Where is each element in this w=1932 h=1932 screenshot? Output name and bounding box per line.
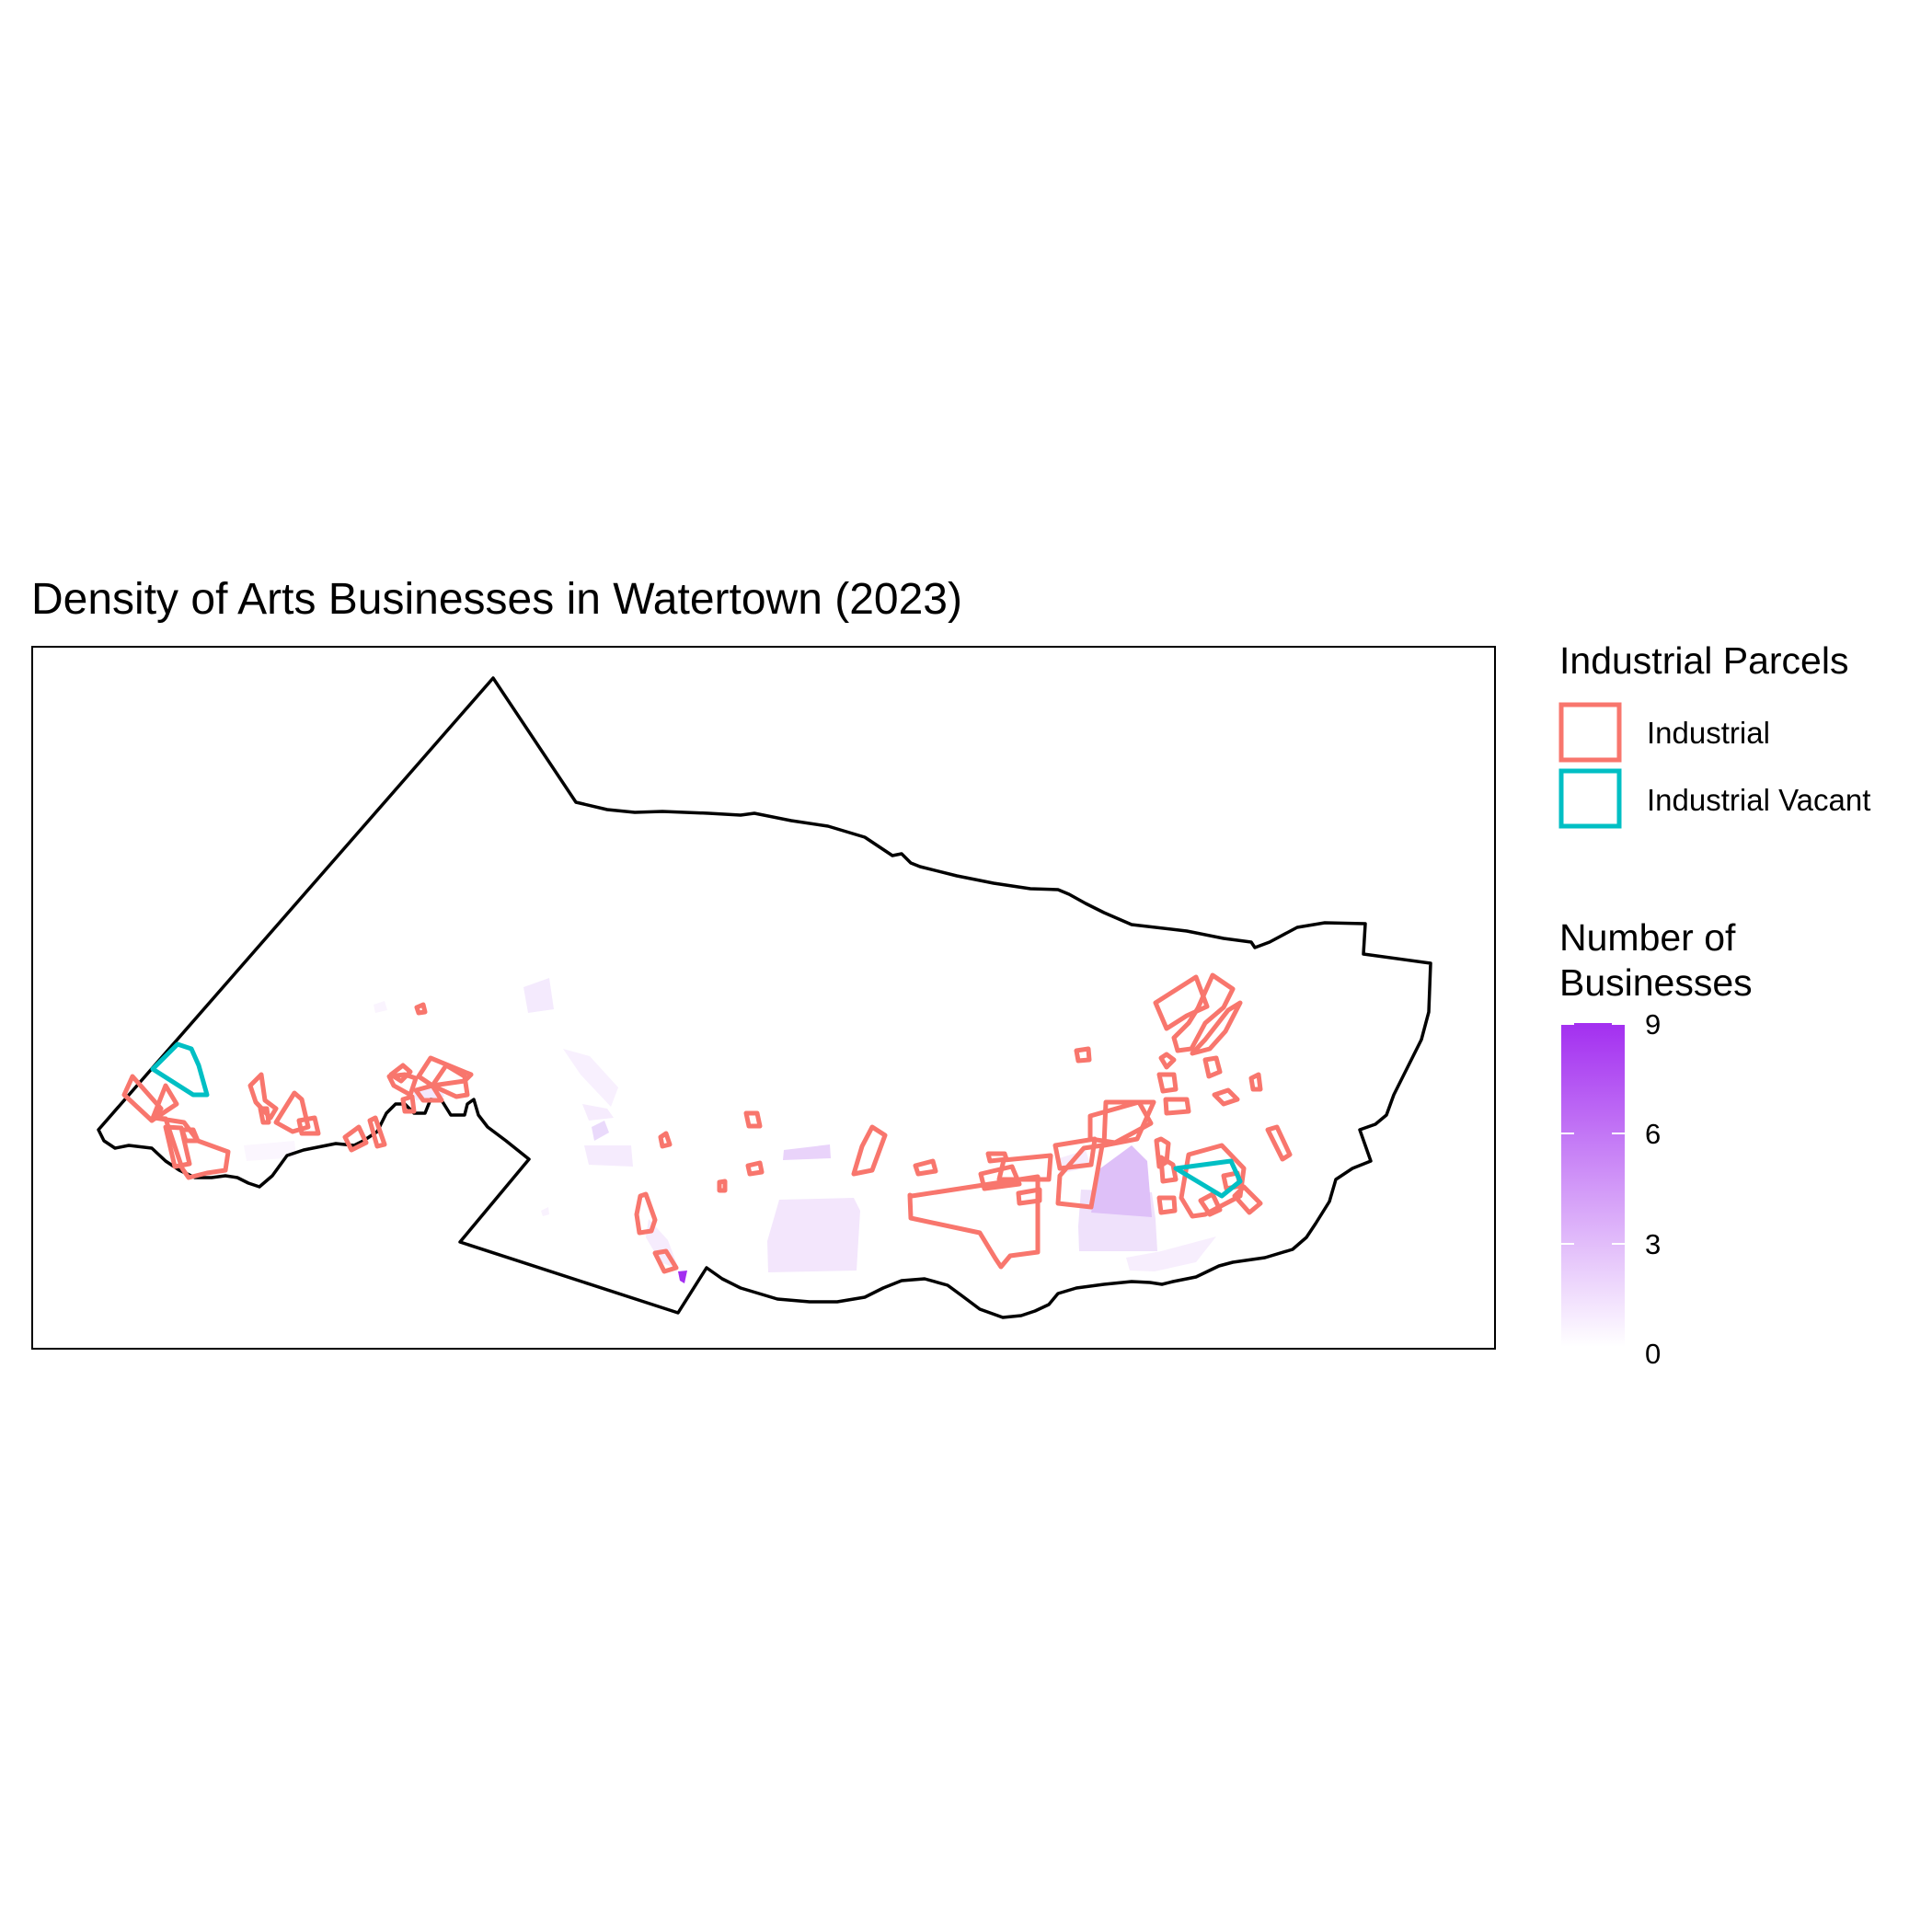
density-parcel — [767, 1198, 860, 1272]
industrial-parcel — [296, 1115, 321, 1136]
industrial-parcel — [367, 1115, 387, 1149]
industrial-parcel — [1101, 1099, 1156, 1148]
industrial-parcel — [1232, 1184, 1263, 1215]
density-parcel — [563, 1049, 618, 1107]
industrial-parcel — [743, 1110, 763, 1129]
industrial-parcel — [258, 1106, 271, 1125]
industrial-parcel — [1212, 1087, 1240, 1107]
legend-density-title-line2: Businesses — [1559, 961, 1753, 1004]
industrial-parcel — [1198, 1191, 1223, 1217]
industrial-parcel — [1055, 1143, 1105, 1210]
colorbar-tick-label-6: 6 — [1645, 1118, 1661, 1150]
industrial-parcel — [388, 1063, 413, 1084]
legend-density-title-line1: Number of — [1559, 916, 1736, 959]
industrial-parcel — [1163, 1097, 1191, 1116]
density-parcel — [541, 1207, 549, 1216]
legend-label-industrial: Industrial — [1647, 716, 1770, 750]
industrial-parcel — [400, 1094, 417, 1114]
legend-parcels-title: Industrial Parcels — [1559, 639, 1848, 682]
industrial-parcel — [179, 1127, 201, 1144]
colorbar-tick-label-9: 9 — [1645, 1008, 1661, 1041]
density-parcel — [582, 1104, 614, 1121]
industrial-parcel — [1265, 1124, 1293, 1162]
industrial-parcel — [717, 1179, 728, 1193]
industrial-parcel — [1156, 1195, 1178, 1215]
legend-industrial-parcels: Industrial Parcels Industrial Industrial… — [1558, 639, 1870, 829]
industrial-parcel — [342, 1124, 369, 1153]
density-parcel — [783, 1144, 831, 1160]
industrial-parcel — [634, 1191, 658, 1236]
density-parcel — [678, 1271, 687, 1283]
industrial-parcel — [1248, 1072, 1263, 1092]
legend-swatch-industrial-vacant — [1558, 768, 1622, 829]
legend-swatch-industrial — [1558, 702, 1622, 763]
density-parcel — [244, 1141, 296, 1161]
industrial-vacant-parcels — [150, 1041, 1243, 1199]
industrial-parcel — [247, 1072, 279, 1121]
map-title: Density of Arts Businesses in Watertown … — [31, 575, 962, 624]
density-parcel — [523, 978, 554, 1013]
industrial-parcel — [273, 1090, 311, 1134]
colorbar-tick-label-3: 3 — [1645, 1228, 1661, 1260]
industrial-parcel — [913, 1158, 938, 1177]
industrial-parcel — [414, 1002, 428, 1016]
industrial-parcel — [1158, 1155, 1179, 1184]
industrial-vacant-parcel — [1173, 1158, 1243, 1199]
industrial-parcel — [1074, 1046, 1092, 1064]
industrial-parcel — [1016, 1187, 1042, 1206]
industrial-parcel — [1190, 1000, 1243, 1056]
industrial-parcel — [163, 1124, 192, 1169]
industrial-parcel — [658, 1131, 673, 1149]
industrial-parcel — [430, 1063, 470, 1099]
colorbar-tick-label-0: 0 — [1645, 1338, 1661, 1370]
industrial-parcel — [996, 1153, 1053, 1182]
industrial-parcel — [1171, 972, 1236, 1053]
industrial-parcels — [121, 972, 1293, 1274]
density-parcel — [584, 1145, 633, 1167]
industrial-parcel — [1052, 1136, 1098, 1171]
density-parcel — [592, 1121, 609, 1141]
density-parcel — [374, 1001, 387, 1013]
industrial-parcel — [1221, 1170, 1243, 1191]
density-layer — [244, 978, 1216, 1283]
industrial-parcel — [907, 1174, 1041, 1270]
industrial-parcel — [745, 1160, 765, 1177]
industrial-parcel — [1158, 1052, 1177, 1070]
industrial-parcel — [386, 1072, 419, 1098]
industrial-parcel — [652, 1248, 679, 1274]
industrial-parcel — [851, 1124, 888, 1177]
industrial-parcel — [413, 1083, 444, 1103]
colorbar-ticks — [1561, 1023, 1625, 1354]
density-parcel — [1126, 1236, 1216, 1271]
industrial-parcel — [978, 1164, 1022, 1191]
legend-density: Number of Businesses 0 3 6 9 — [1559, 916, 1753, 1370]
legend-label-industrial-vacant: Industrial Vacant — [1647, 783, 1870, 817]
colorbar — [1561, 1023, 1625, 1347]
industrial-parcel — [1202, 1055, 1223, 1079]
map-panel — [31, 646, 1496, 1350]
density-parcel — [1091, 1145, 1152, 1217]
industrial-parcel — [985, 1151, 1009, 1164]
industrial-parcel — [1156, 1072, 1179, 1094]
industrial-parcel — [149, 1083, 179, 1123]
industrial-vacant-parcel — [150, 1041, 210, 1098]
